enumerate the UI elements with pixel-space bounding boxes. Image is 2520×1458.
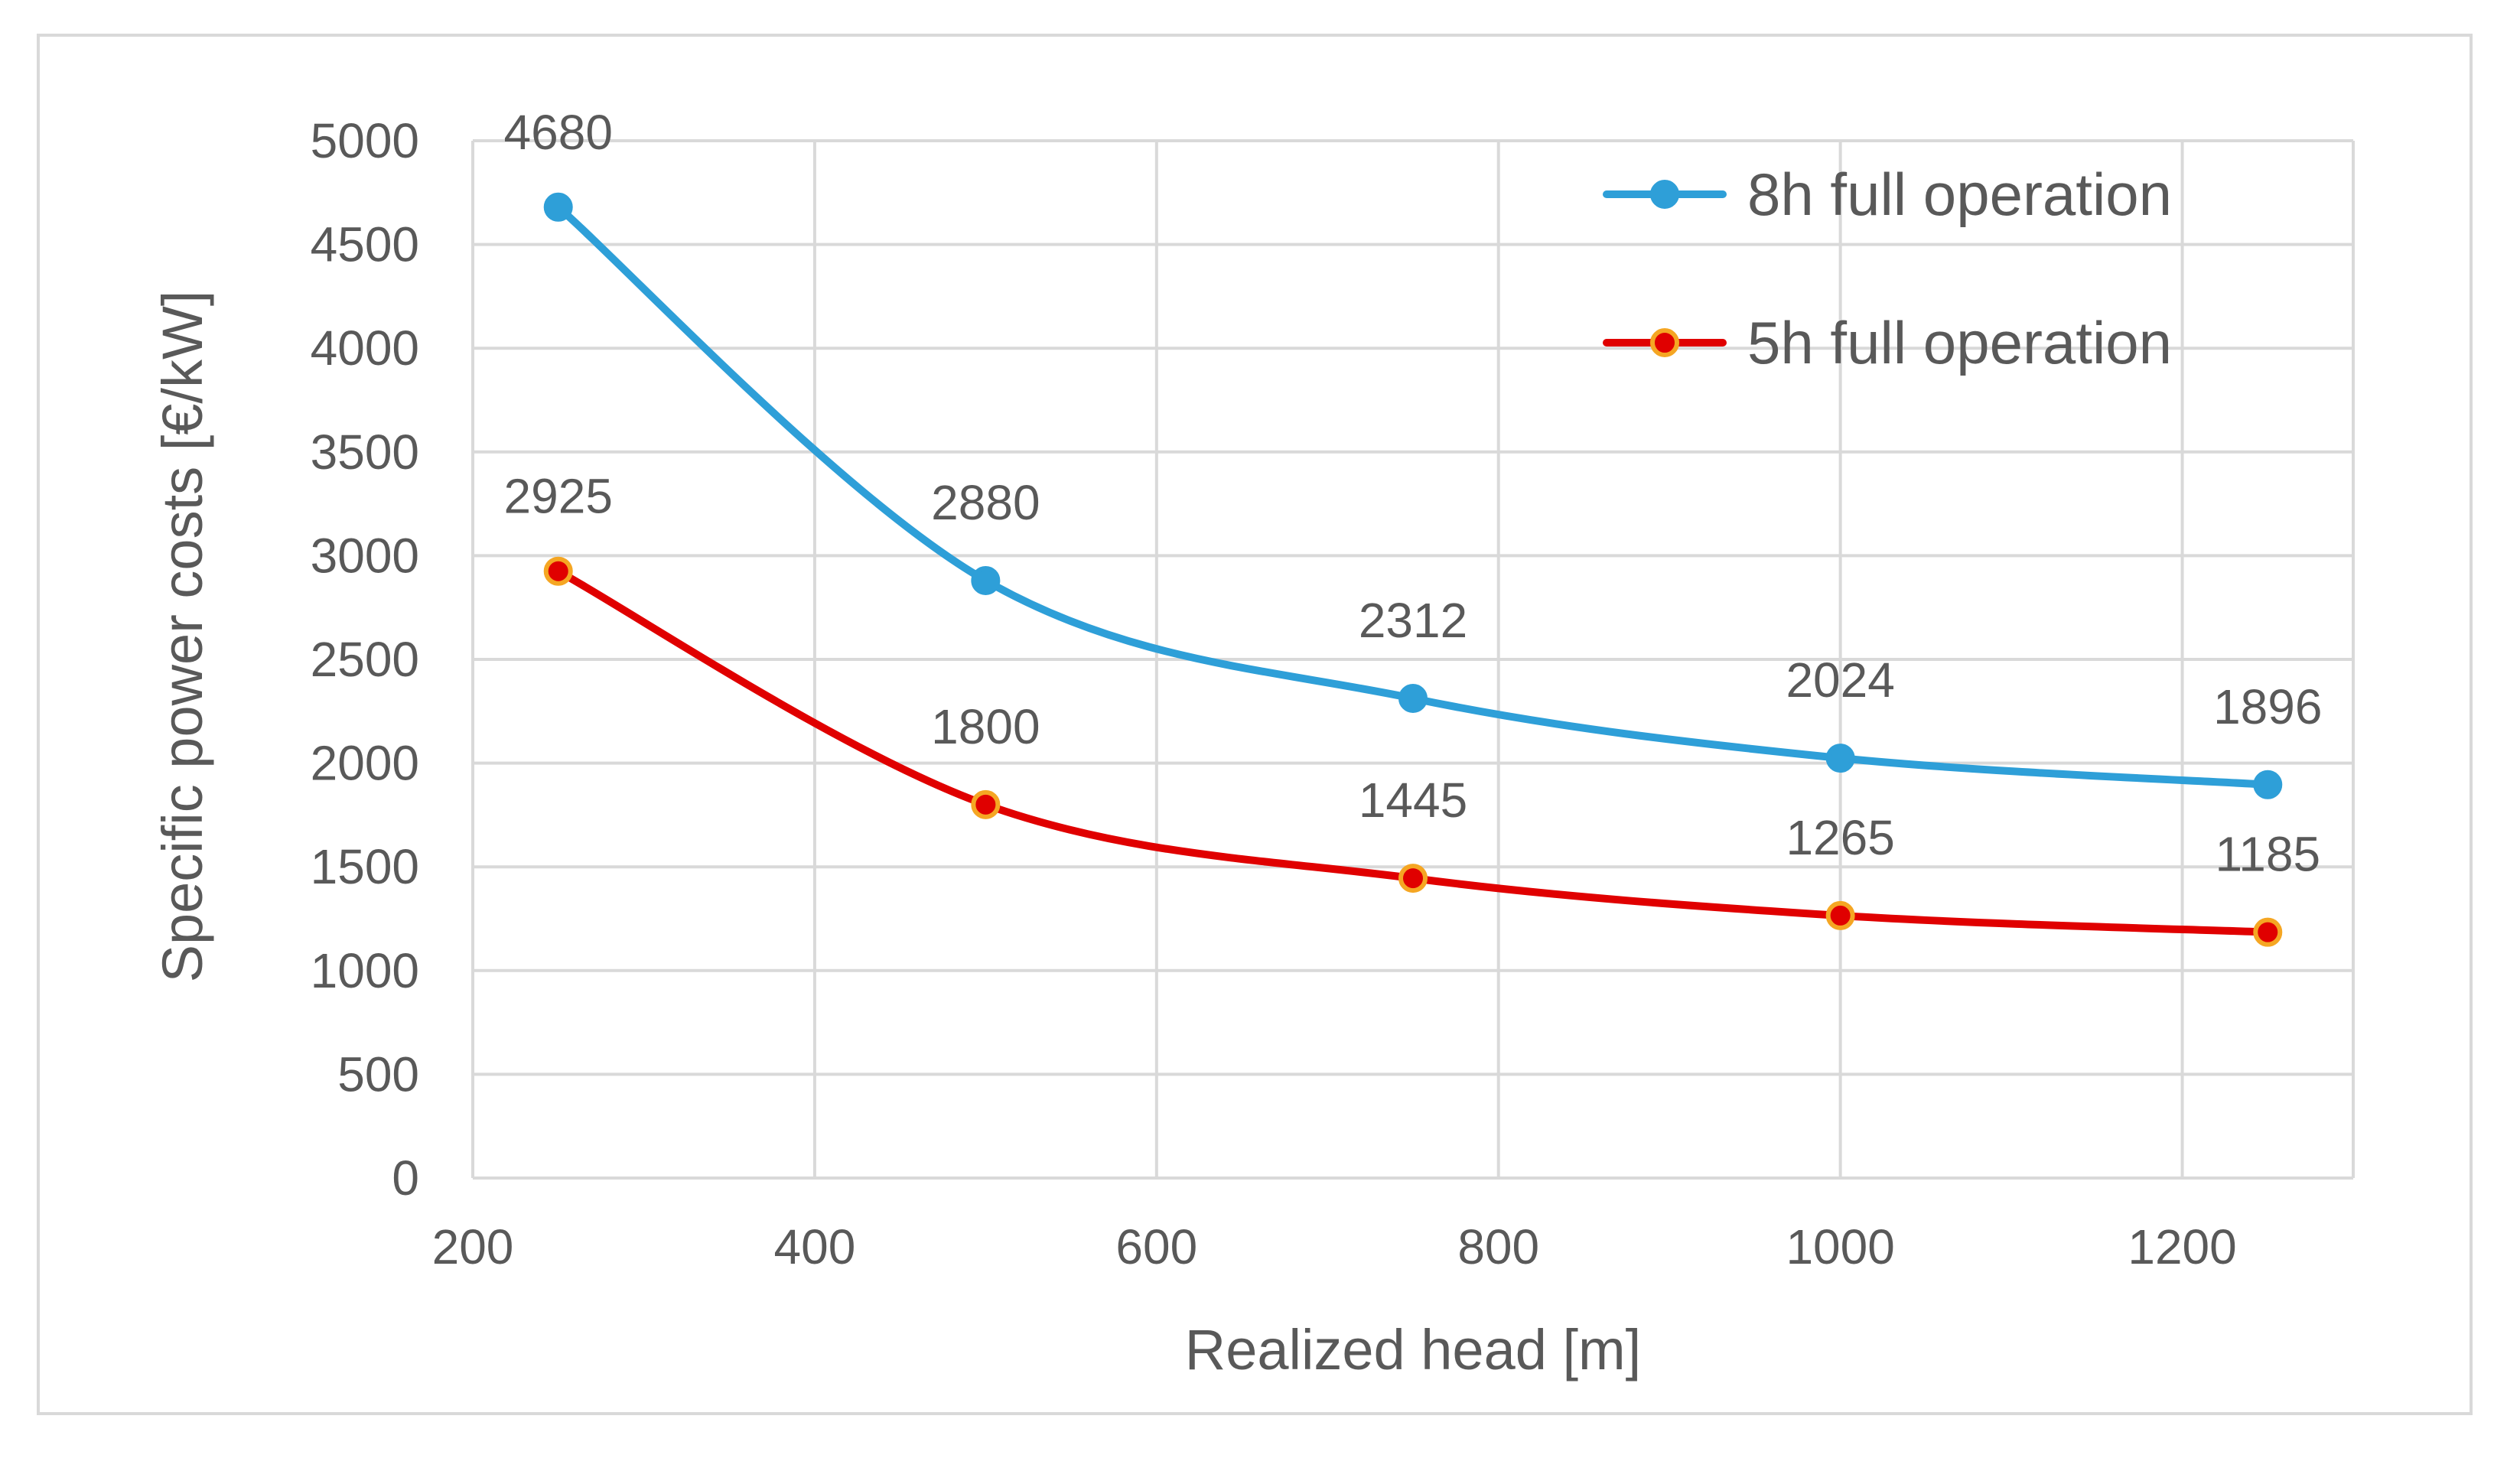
chart-frame: 0 500 1000 1500 2000 2500 3000 3500 4000 4500 5000…	[37, 34, 2473, 1415]
y-tick-label: 3500	[311, 425, 419, 480]
x-tick-label: 1200	[2128, 1219, 2236, 1274]
data-label: 1896	[2213, 679, 2322, 734]
x-tick-label: 1000	[1786, 1219, 1894, 1274]
y-tick-label: 4500	[311, 217, 419, 272]
data-label: 2312	[1359, 593, 1467, 648]
x-tick-label: 200	[432, 1219, 514, 1274]
y-tick-label: 3000	[311, 528, 419, 583]
x-tick-label: 600	[1115, 1219, 1197, 1274]
data-label: 4680	[504, 105, 613, 160]
y-tick-label: 1000	[311, 943, 419, 998]
data-label-layer: 4680 2880 2312 2024 1896 2925 1800 1445 1265 1185	[504, 105, 2323, 882]
data-point	[971, 565, 1001, 595]
data-label: 2880	[931, 475, 1040, 530]
legend-label: 8h full operation	[1747, 161, 2172, 228]
legend-marker-2	[1650, 328, 1679, 357]
data-point	[1825, 900, 1855, 930]
y-tick-label: 4000	[311, 321, 419, 376]
data-point	[1825, 744, 1855, 773]
axis-layer: 0 500 1000 1500 2000 2500 3000 3500 4000 4500 5000…	[311, 113, 2237, 1274]
data-point	[543, 192, 573, 222]
data-point	[1398, 683, 1428, 713]
data-label: 1445	[1359, 773, 1467, 828]
legend-label: 5h full operation	[1747, 309, 2172, 376]
y-tick-label: 2500	[311, 632, 419, 687]
data-label: 1185	[2215, 827, 2320, 882]
data-label: 2925	[504, 469, 613, 524]
y-tick-label: 1500	[311, 839, 419, 894]
x-axis-title: Realized head [m]	[1185, 1318, 1641, 1382]
series-line-1	[554, 203, 2272, 789]
legend: 8h full operation 5h full operation	[1603, 161, 2172, 376]
line-chart: 0 500 1000 1500 2000 2500 3000 3500 4000 4500 5000…	[151, 105, 2355, 1382]
data-label: 1265	[1786, 810, 1894, 865]
data-point	[2253, 917, 2283, 947]
data-point	[1398, 864, 1428, 893]
data-point	[971, 789, 1001, 819]
y-tick-label: 0	[392, 1150, 419, 1206]
data-label: 1800	[931, 699, 1040, 754]
series-layer	[543, 192, 2283, 947]
data-point	[2253, 770, 2283, 799]
y-tick-label: 5000	[311, 113, 419, 168]
data-point	[543, 556, 573, 586]
x-tick-label: 400	[774, 1219, 856, 1274]
y-axis-title: Specific power costs [€/kW]	[151, 291, 214, 983]
y-tick-label: 500	[337, 1046, 419, 1102]
grid-layer	[471, 139, 2355, 1180]
y-tick-label: 2000	[311, 736, 419, 791]
legend-marker-1	[1650, 180, 1679, 209]
data-label: 2024	[1786, 653, 1894, 708]
x-tick-label: 800	[1457, 1219, 1539, 1274]
